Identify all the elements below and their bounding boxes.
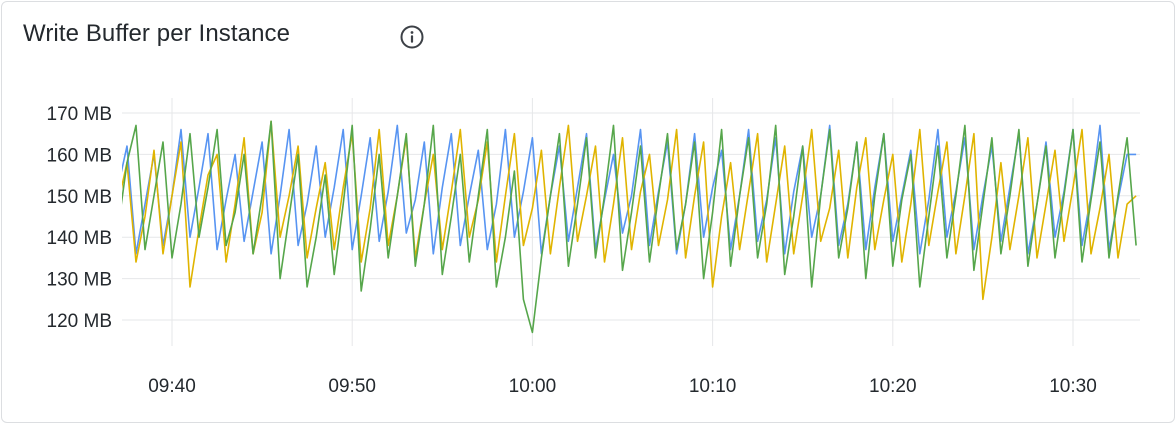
y-tick-label: 170 MB <box>47 104 112 125</box>
series-line-2 <box>122 120 1137 334</box>
panel-title: Write Buffer per Instance <box>23 20 291 47</box>
line-chart: 170 MB 160 MB 150 MB 140 MB 130 MB 120 MB 09:… <box>47 98 1140 397</box>
y-tick-label: 130 MB <box>47 270 112 291</box>
y-tick-label: 160 MB <box>47 145 112 166</box>
x-tick-label: 09:50 <box>328 376 376 397</box>
y-axis: 170 MB 160 MB 150 MB 140 MB 130 MB 120 MB <box>47 104 112 332</box>
x-axis: 09:40 09:50 10:00 10:10 10:20 10:30 <box>148 376 1097 397</box>
grid <box>122 98 1140 346</box>
y-tick-label: 120 MB <box>47 311 112 332</box>
x-tick-label: 10:10 <box>689 376 737 397</box>
x-tick-label: 10:20 <box>869 376 917 397</box>
y-tick-label: 150 MB <box>47 187 112 208</box>
series-group <box>122 120 1137 334</box>
x-tick-label: 10:30 <box>1049 376 1097 397</box>
y-tick-label: 140 MB <box>47 228 112 249</box>
info-circle-icon[interactable] <box>399 24 425 50</box>
x-tick-label: 09:40 <box>148 376 196 397</box>
x-tick-label: 10:00 <box>509 376 557 397</box>
series-line-1 <box>122 120 1137 301</box>
